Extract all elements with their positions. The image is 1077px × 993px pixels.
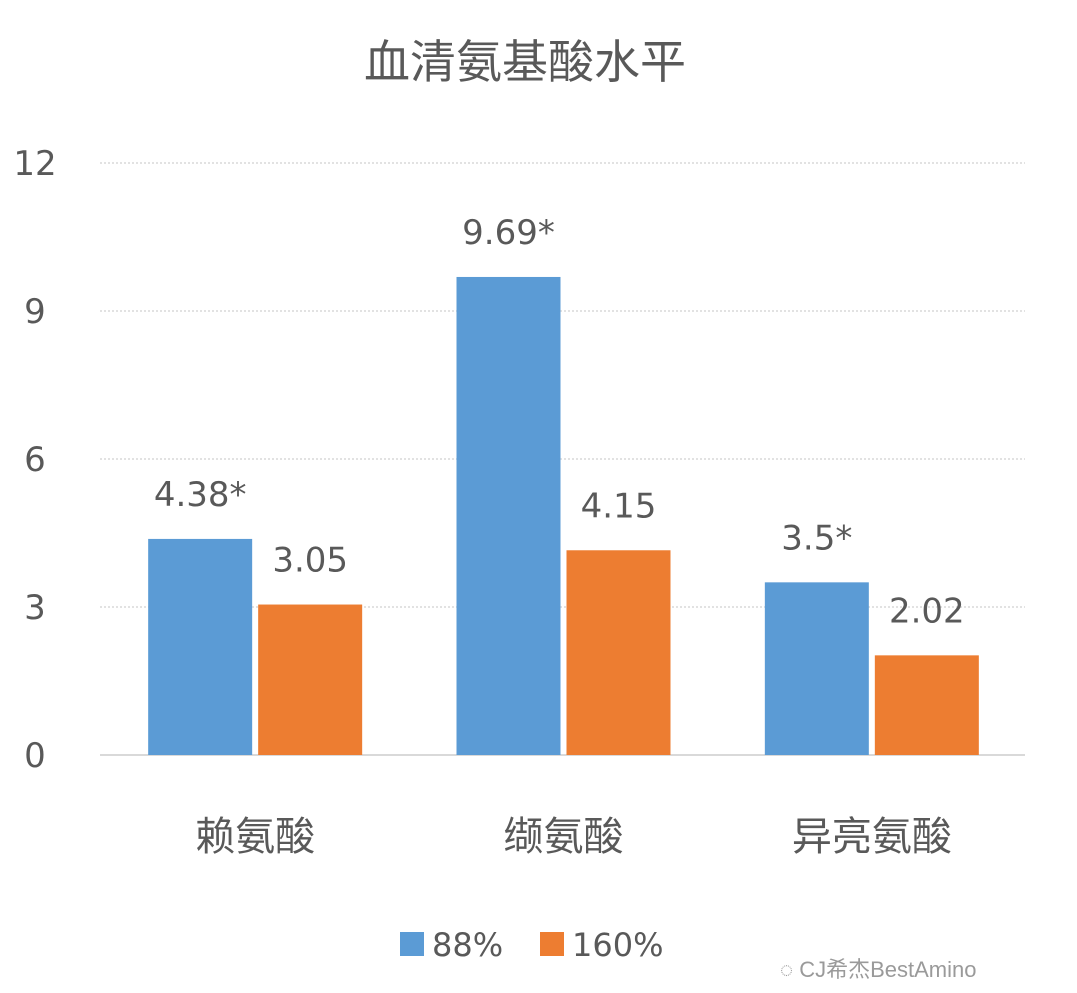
x-tick-label: 缬氨酸 xyxy=(504,814,624,860)
bar-88% xyxy=(148,538,253,755)
legend-label: 160% xyxy=(572,926,663,964)
bar-88% xyxy=(764,582,869,755)
data-label: 2.02 xyxy=(889,591,965,631)
y-tick-label: 9 xyxy=(24,292,46,332)
bar-88% xyxy=(456,276,561,755)
data-label: 4.15 xyxy=(581,486,657,526)
data-label: 3.05 xyxy=(272,541,348,581)
data-label: 4.38* xyxy=(154,475,247,515)
chart-title: 血清氨基酸水平 xyxy=(364,35,686,89)
y-tick-label: 0 xyxy=(24,736,46,776)
y-tick-label: 3 xyxy=(24,588,46,628)
bar-160% xyxy=(258,604,363,755)
legend: 88% 160% xyxy=(400,926,663,964)
y-tick-label: 12 xyxy=(13,144,56,184)
legend-swatch xyxy=(400,932,424,956)
y-tick-label: 6 xyxy=(24,440,46,480)
bar-160% xyxy=(874,655,979,755)
bar-160% xyxy=(566,550,671,755)
x-tick-label: 赖氨酸 xyxy=(195,814,315,860)
wechat-icon: ◌ xyxy=(780,957,800,982)
x-tick-label: 异亮氨酸 xyxy=(792,814,952,860)
legend-label: 88% xyxy=(432,926,503,964)
legend-swatch xyxy=(540,932,564,956)
data-label: 3.5* xyxy=(781,518,852,558)
data-label: 9.69* xyxy=(462,213,555,253)
watermark: ◌ CJ希杰BestAmino xyxy=(780,957,977,982)
